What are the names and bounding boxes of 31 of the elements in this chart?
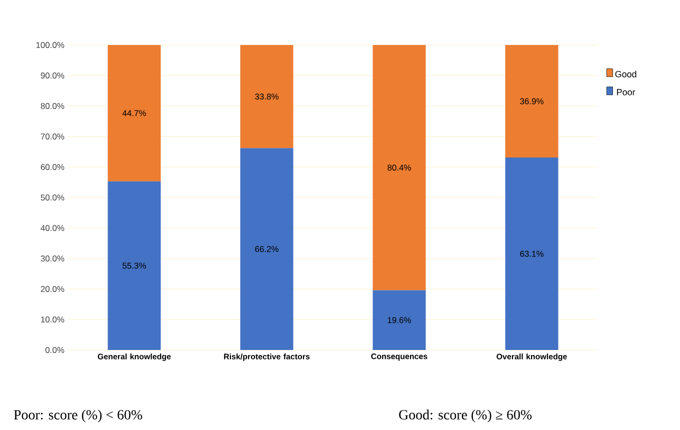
- y-tick-label: 80.0%: [40, 103, 64, 109]
- y-tick-label: 90.0%: [40, 72, 64, 78]
- text: Poor: score (%) < 60%: [14, 410, 142, 422]
- bar: [505, 158, 558, 350]
- y-tick-label: 100.0%: [36, 42, 64, 48]
- data-label: 80.4%: [388, 164, 411, 171]
- y-tick-label: 70.0%: [40, 134, 64, 140]
- legend-label: Good: [615, 70, 636, 78]
- bar: [108, 181, 161, 350]
- y-tick-label: 10.0%: [41, 316, 64, 322]
- data-label: 36.9%: [520, 98, 544, 104]
- data-label: 63.1%: [520, 250, 544, 257]
- bar: [372, 44, 426, 290]
- bar: [240, 44, 294, 148]
- y-tick-label: 30.0%: [40, 256, 64, 262]
- y-tick-label: 60.0%: [40, 164, 64, 170]
- data-label: 44.7%: [122, 110, 146, 116]
- bar: [240, 148, 294, 350]
- text: Good: score (%) ≥ 60%: [399, 410, 532, 422]
- bar: [372, 290, 426, 350]
- data-label: 19.6%: [388, 317, 411, 324]
- data-label: 55.3%: [122, 262, 146, 269]
- y-tick-label: 50.0%: [40, 194, 64, 200]
- y-tick-label: 20.0%: [40, 286, 64, 292]
- legend-label: Poor: [617, 89, 636, 96]
- bar: [505, 44, 558, 158]
- y-tick-label: 0.0%: [46, 347, 64, 353]
- data-label: 33.8%: [255, 94, 278, 100]
- bar: [108, 44, 161, 182]
- data-label: 66.2%: [255, 246, 278, 252]
- y-tick-label: 40.0%: [40, 225, 64, 231]
